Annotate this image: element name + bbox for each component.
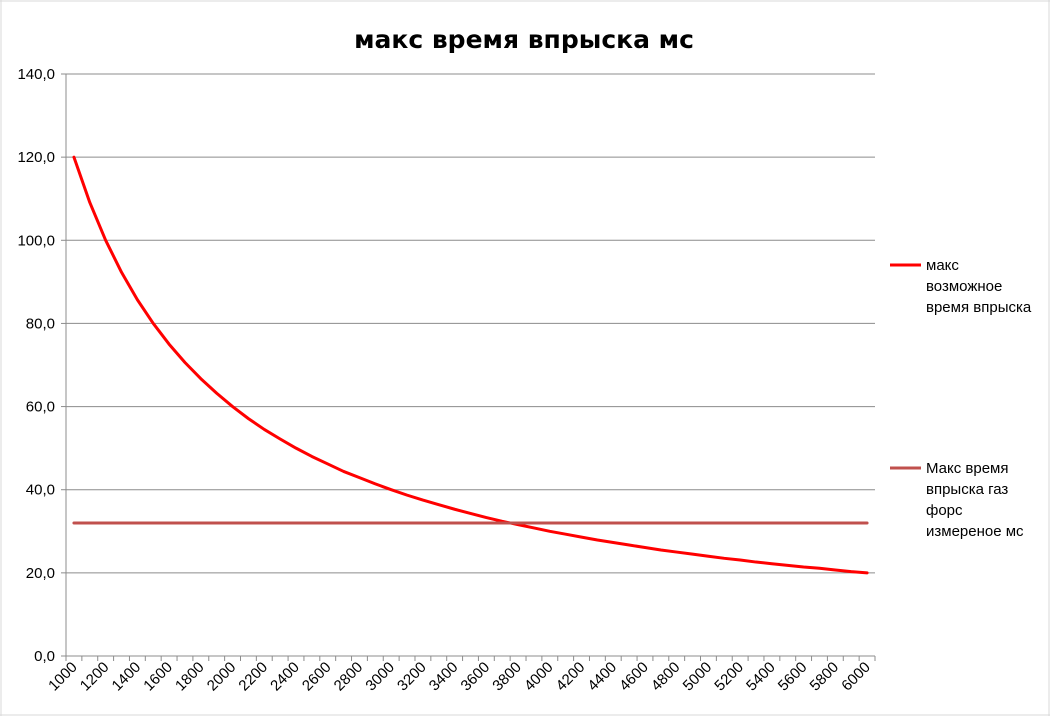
series-line-1	[72, 155, 869, 575]
x-tick-label: 3200	[394, 659, 430, 695]
x-tick-label: 4600	[616, 659, 652, 695]
x-tick-label: 4400	[584, 659, 620, 695]
y-gridlines	[66, 73, 875, 574]
legend-item-1: макс возможное время впрыска	[890, 257, 1032, 316]
x-tick-label: 2600	[299, 659, 335, 695]
legend-item-2: Макс время впрыска газ форс измереное мс	[890, 460, 1024, 540]
x-tick-label: 4800	[648, 659, 684, 695]
x-tick-label: 2200	[235, 659, 271, 695]
y-tick-label: 100,0	[17, 232, 55, 249]
x-tick-label: 1200	[77, 659, 113, 695]
y-tick-label: 40,0	[26, 482, 55, 499]
legend-label: Макс время впрыска газ форс измереное мс	[926, 460, 1024, 540]
y-tick-label: 0,0	[34, 648, 55, 665]
x-tick-label: 6000	[838, 659, 874, 695]
x-tick-label: 1400	[109, 659, 145, 695]
x-tick-label: 5600	[775, 659, 811, 695]
x-tick-label: 5800	[807, 659, 843, 695]
x-tick-label: 2800	[331, 659, 367, 695]
x-tick-label: 3800	[489, 659, 525, 695]
chart-title: макс время впрыска мс	[354, 25, 694, 54]
y-tick-label: 20,0	[26, 565, 55, 582]
x-tick-label: 1800	[172, 659, 208, 695]
legend: макс возможное время впрыска Макс время впры…	[890, 257, 1032, 540]
x-tick-label: 4000	[521, 659, 557, 695]
series-lines	[72, 155, 869, 575]
x-tick-label: 5000	[680, 659, 716, 695]
x-tick-label: 3600	[458, 659, 494, 695]
legend-label: макс возможное время впрыска	[926, 257, 1032, 316]
y-axis-tick-labels: 0,0 20,0 40,0 60,0 80,0 100,0 120,0 140,0	[17, 66, 55, 665]
x-tick-label: 5400	[743, 659, 779, 695]
x-tick-label: 5200	[711, 659, 747, 695]
x-tick-label: 2400	[267, 659, 303, 695]
x-axis-tick-labels: 1000120014001600180020002200240026002800…	[45, 659, 874, 695]
y-tick-label: 80,0	[26, 315, 55, 332]
x-tick-label: 3400	[426, 659, 462, 695]
x-tick-label: 1600	[140, 659, 176, 695]
y-tick-label: 120,0	[17, 149, 55, 166]
axes	[61, 73, 876, 661]
y-tick-label: 140,0	[17, 66, 55, 83]
y-tick-label: 60,0	[26, 399, 55, 416]
x-tick-label: 4200	[553, 659, 589, 695]
x-tick-label: 3000	[362, 659, 398, 695]
x-tick-label: 2000	[204, 659, 240, 695]
